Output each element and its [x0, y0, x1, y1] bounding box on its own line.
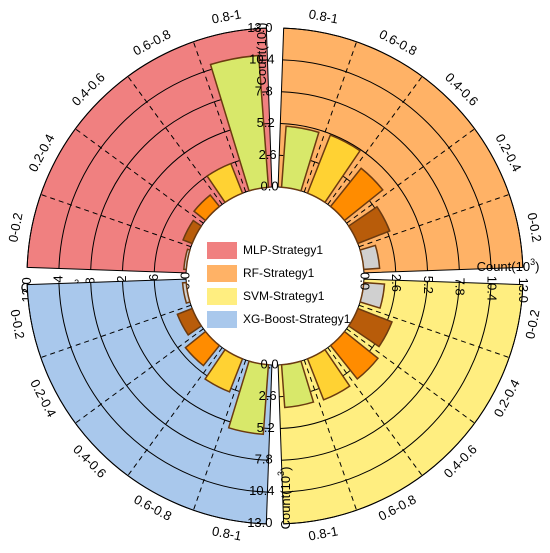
grid-arc: [281, 91, 460, 270]
tick-label: 10.4: [249, 52, 274, 67]
bar: [280, 125, 320, 192]
bar: [182, 219, 203, 245]
bar: [359, 244, 381, 271]
legend-label: RF-Strategy1: [243, 266, 315, 280]
category-label: 0.8-1: [210, 6, 242, 26]
bar: [192, 193, 221, 222]
bar: [347, 205, 391, 245]
bar: [347, 307, 393, 348]
tick-label: 5.2: [257, 115, 275, 130]
grid-arc: [26, 27, 267, 268]
tick-label: 0.0: [261, 356, 279, 371]
category-label: 0.8-1: [307, 523, 339, 543]
bar: [176, 307, 203, 336]
axis-title: Count(103): [477, 257, 540, 274]
tick-label: 5.2: [421, 276, 436, 294]
quadrant-mlp-strategy1: 0-0.20.2-0.40.4-0.60.6-0.80.8-10.02.65.2…: [5, 6, 273, 302]
tick-label: 2.6: [389, 274, 404, 292]
tick-label: 10.4: [249, 483, 274, 498]
quadrant-svm-strategy1: 0-0.20.2-0.40.4-0.60.6-0.80.8-10.0 2.6 5.2…: [277, 257, 543, 544]
category-label: 0-0.2: [7, 308, 27, 340]
category-label: 0.8-1: [308, 6, 340, 26]
quadrant-rf-strategy1: 0-0.20.2-0.40.4-0.60.6-0.80.8-10.02.65.2…: [247, 6, 545, 274]
legend-swatch: [207, 288, 237, 305]
axis-title: Count(103): [276, 467, 293, 530]
bar: [329, 167, 384, 222]
category-label: 0.8-1: [211, 523, 243, 543]
tick-label: 7.8: [255, 83, 273, 98]
bar: [181, 281, 191, 304]
bar: [204, 348, 244, 393]
legend-swatch: [207, 242, 237, 259]
grid-arc: [90, 282, 269, 461]
grid-arc: [26, 284, 267, 525]
tick-label: 13.0: [247, 20, 272, 35]
legend-swatch: [207, 265, 237, 282]
legend-label: MLP-Strategy1: [243, 243, 323, 257]
grid-arc: [281, 282, 460, 461]
tick-label: 5.2: [257, 420, 275, 435]
tick-label: 2.6: [259, 147, 277, 162]
legend-label: SVM-Strategy1: [243, 289, 325, 303]
tick-label: 2.6: [259, 388, 277, 403]
category-label: 0-0.2: [522, 308, 542, 340]
legend: MLP-Strategy1 RF-Strategy1 SVM-Strategy1 XG…: [207, 242, 351, 328]
quadrant-background: [277, 27, 524, 274]
grid-arc: [282, 59, 492, 269]
grid-arc: [280, 122, 429, 271]
bar: [209, 54, 270, 192]
bar: [280, 360, 315, 409]
bar: [206, 162, 244, 204]
tick-label: 13.0: [516, 278, 531, 303]
grid-arc: [58, 283, 268, 493]
grid-arc: [280, 281, 429, 430]
category-label: 0-0.2: [524, 211, 544, 243]
category-label: 0-0.2: [5, 211, 25, 243]
grid-arc: [283, 27, 524, 268]
bar: [227, 360, 270, 436]
tick-label: 0.0: [261, 179, 279, 194]
grid-arc: [283, 284, 524, 525]
grid-arc: [282, 283, 492, 493]
tick-label: 10.4: [484, 276, 499, 301]
tick-label: 13.0: [247, 515, 272, 530]
tick-label: 0.0: [357, 272, 372, 290]
bar: [184, 330, 221, 367]
legend-label: XG-Boost-Strategy1: [243, 312, 351, 326]
bar: [329, 330, 380, 381]
bar: [306, 348, 351, 401]
tick-label: 7.8: [453, 278, 468, 296]
bar: [183, 248, 191, 271]
axis-title: Count(103): [252, 23, 269, 86]
bar: [306, 134, 362, 204]
tick-label: 7.8: [255, 451, 273, 466]
legend-swatch: [207, 311, 237, 328]
bar: [359, 281, 386, 309]
